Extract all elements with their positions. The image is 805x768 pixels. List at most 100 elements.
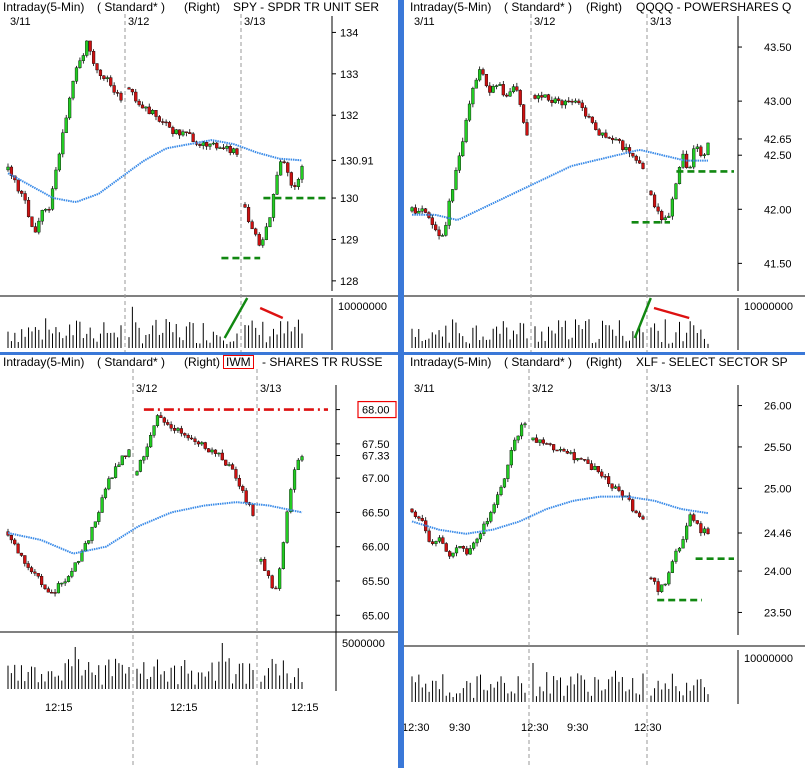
candle-body — [518, 90, 522, 105]
candle-body — [151, 110, 155, 115]
candle-body — [472, 542, 476, 549]
chart-pane-qqqq[interactable]: 3/11 3/12 3/13 43.50 43.00 42.65 42.50 42.00 41.… — [404, 0, 805, 352]
candle-body — [557, 98, 561, 101]
candle-body — [417, 516, 421, 519]
candle-body — [107, 478, 111, 490]
candle-body — [124, 455, 128, 458]
candle-body — [670, 561, 674, 573]
chart-pane-xlf[interactable]: 3/11 3/12 3/13 26.00 25.50 25.00 24.46 24.00 23.… — [404, 355, 805, 768]
candle-body — [152, 425, 156, 436]
date-label: 3/13 — [244, 16, 265, 28]
candle-body — [207, 448, 211, 453]
candle-body — [555, 449, 559, 452]
candle-body — [16, 543, 20, 554]
candle-body — [270, 575, 274, 589]
candle-body — [552, 444, 556, 451]
candle-body — [546, 94, 551, 101]
candle-body — [454, 547, 459, 554]
candle-body — [488, 85, 492, 93]
candle-body — [468, 548, 472, 555]
chart-pane-iwm[interactable]: 3/12 3/13 68.00 67.50 67.33 67.00 66.50 66.00 65… — [0, 355, 398, 768]
candle-body — [205, 142, 209, 147]
candle-body — [266, 570, 271, 576]
candle-body — [677, 167, 682, 185]
candle-body — [674, 183, 678, 200]
chart-pane-spy[interactable]: 3/11 3/12 3/13 134 133 132 130.91 130 129 128 1000… — [0, 0, 398, 352]
candle-body — [611, 137, 615, 141]
candle-body — [88, 40, 92, 52]
candle-body — [496, 494, 500, 505]
candle-body — [193, 438, 197, 442]
volume_up-trend-line — [223, 297, 249, 339]
candle-body — [699, 146, 703, 156]
date-label: 3/13 — [650, 16, 671, 28]
candle-body — [447, 200, 451, 226]
candle-body — [494, 85, 499, 87]
candle-body — [513, 439, 517, 451]
candle-body — [489, 512, 493, 522]
candle-body — [241, 486, 245, 491]
y-tick-label: 67.33 — [362, 451, 390, 463]
candle-body — [584, 107, 588, 117]
volume-tick-label: 10000000 — [744, 653, 793, 665]
candle-body — [631, 499, 635, 512]
volume_down-trend-line — [653, 306, 690, 320]
horizontal-splitter-right[interactable] — [404, 352, 805, 355]
candle-body — [23, 193, 27, 201]
candle-body — [572, 452, 576, 461]
candle-body — [80, 550, 84, 562]
candle-body — [649, 577, 653, 580]
candle-body — [534, 437, 539, 443]
candle-body — [30, 216, 34, 227]
y-tick-label: 133 — [340, 69, 358, 81]
y-tick-label: 67.00 — [362, 473, 390, 485]
candle-body — [117, 464, 121, 467]
candle-body — [181, 131, 185, 136]
time-axis-label: 9:30 — [567, 722, 588, 734]
candle-body — [515, 86, 519, 91]
candle-body — [545, 443, 549, 445]
candle-body — [641, 516, 645, 520]
candle-body — [508, 91, 512, 97]
vertical-splitter[interactable] — [398, 0, 404, 768]
candle-body — [164, 121, 168, 124]
candle-body — [296, 459, 300, 470]
candle-body — [492, 504, 496, 513]
candle-body — [597, 129, 601, 136]
candle-body — [50, 188, 55, 210]
y-tick-label: 25.00 — [764, 483, 792, 495]
y-tick-label: 41.50 — [764, 258, 792, 270]
candle-body — [441, 537, 445, 544]
candle-body — [699, 523, 703, 534]
candle-body — [119, 92, 123, 101]
candle-body — [454, 170, 458, 190]
candle-body — [624, 147, 628, 150]
candle-body — [579, 458, 583, 460]
candle-body — [213, 449, 218, 454]
candle-body — [437, 229, 441, 237]
candle-body — [56, 583, 61, 594]
candle-body — [95, 63, 99, 71]
candle-body — [502, 478, 507, 488]
candle-body — [171, 127, 175, 134]
candle-body — [53, 592, 57, 594]
candle-body — [430, 217, 434, 225]
candle-body — [706, 142, 710, 155]
interval-label: Intraday(5-Min) — [410, 0, 492, 14]
candle-body — [127, 449, 131, 457]
candle-body — [569, 452, 573, 454]
candle-body — [634, 155, 638, 161]
candle-body — [26, 199, 31, 218]
horizontal-splitter-left[interactable] — [0, 352, 398, 355]
candle-body — [227, 464, 231, 466]
candle-body — [695, 520, 699, 524]
candle-body — [275, 174, 279, 195]
candle-body — [102, 75, 106, 79]
candle-body — [522, 104, 526, 123]
candle-body — [580, 102, 584, 108]
candle-body — [692, 514, 696, 521]
candle-body — [74, 67, 79, 82]
candle-body — [271, 194, 276, 218]
candle-body — [130, 88, 134, 93]
candle-body — [93, 521, 97, 528]
